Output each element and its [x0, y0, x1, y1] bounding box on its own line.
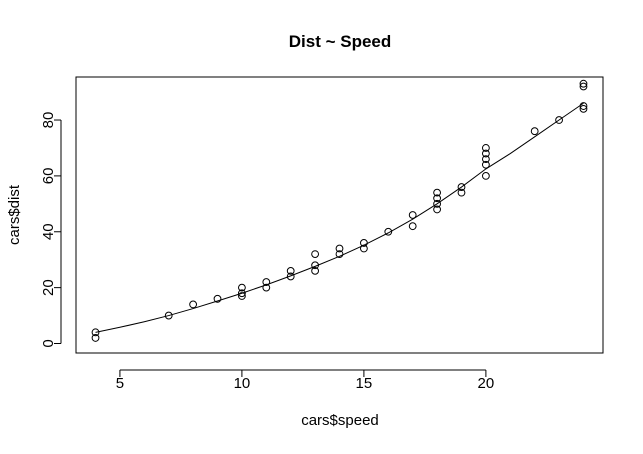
data-point [579, 104, 588, 113]
x-axis-label: cars$speed [301, 412, 379, 429]
y-axis: 0 20 40 60 80 [40, 112, 62, 348]
data-point [384, 227, 393, 236]
points-layer [91, 79, 588, 342]
data-point [457, 183, 466, 191]
x-axis: 5 10 15 20 [116, 369, 495, 392]
x-tick-label: 5 [116, 375, 124, 392]
data-point [481, 144, 490, 152]
data-point [433, 205, 441, 214]
data-point [481, 160, 490, 169]
data-point [433, 194, 441, 203]
y-tick-label: 60 [40, 168, 57, 185]
data-point [286, 266, 295, 275]
x-tick-label: 15 [356, 375, 373, 392]
data-point [91, 334, 100, 342]
data-point [335, 250, 344, 259]
data-point [579, 82, 588, 91]
data-point [311, 266, 320, 275]
data-point [164, 311, 173, 320]
x-tick-label: 20 [478, 375, 495, 392]
data-point [481, 149, 490, 158]
data-point [433, 188, 441, 197]
data-point [433, 199, 441, 208]
y-axis-label: cars$dist [6, 184, 23, 245]
y-tick-label: 20 [40, 279, 57, 296]
data-point [189, 300, 198, 309]
fit-line [95, 102, 584, 333]
data-point [311, 261, 320, 270]
fit-line-layer [95, 102, 584, 333]
y-tick-label: 80 [40, 112, 57, 129]
data-point [91, 328, 100, 337]
plot-frame [75, 76, 604, 354]
y-tick-label: 0 [40, 339, 57, 347]
data-point [262, 283, 271, 292]
chart-title: Dist ~ Speed [289, 32, 392, 51]
data-point [311, 250, 320, 259]
data-point [555, 116, 563, 124]
data-point [238, 283, 246, 292]
data-point [457, 188, 466, 197]
data-point [213, 294, 222, 303]
data-point [579, 102, 588, 110]
data-point [579, 79, 588, 88]
data-point [359, 244, 368, 253]
data-point [359, 239, 368, 247]
data-point [262, 278, 271, 286]
data-point [530, 127, 539, 136]
data-point [238, 289, 246, 298]
data-point [335, 244, 344, 253]
data-point [481, 171, 490, 180]
data-point [408, 222, 417, 231]
x-tick-label: 10 [234, 375, 251, 392]
data-point [481, 155, 490, 164]
data-point [408, 211, 417, 219]
y-tick-label: 40 [40, 223, 57, 240]
data-point [286, 272, 295, 281]
data-point [238, 292, 246, 300]
